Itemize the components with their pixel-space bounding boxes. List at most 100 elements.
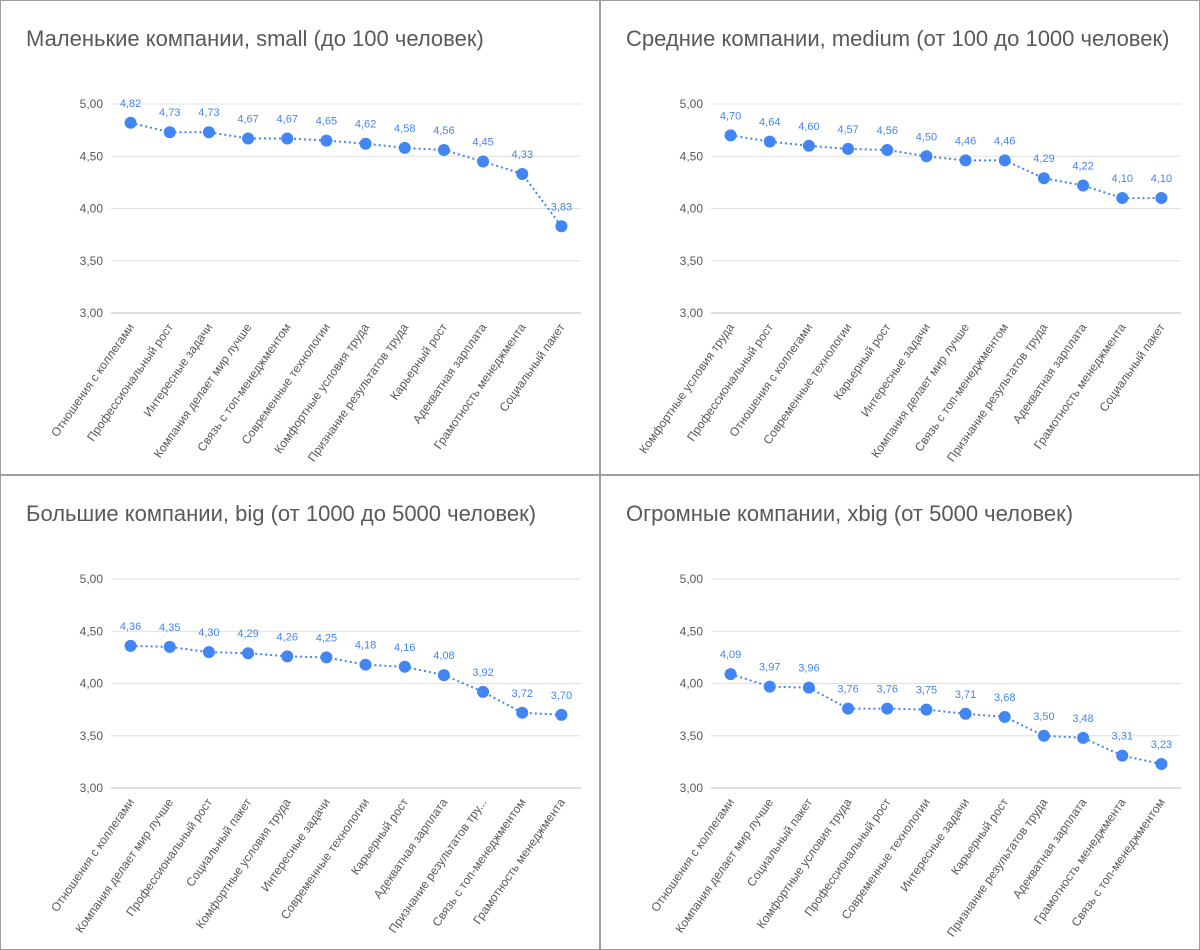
data-point xyxy=(359,658,372,671)
data-point xyxy=(516,706,529,719)
category-label: Интересные задачи xyxy=(897,796,972,894)
data-point xyxy=(281,132,294,145)
y-tick-label: 4,00 xyxy=(80,677,104,691)
data-point xyxy=(1155,757,1168,770)
data-label: 4,36 xyxy=(120,621,141,633)
chart-panel-big: Большие компании, big (от 1000 до 5000 ч… xyxy=(0,475,600,950)
data-point xyxy=(959,154,972,167)
y-tick-label: 5,00 xyxy=(680,572,704,586)
data-point xyxy=(163,640,176,653)
data-point xyxy=(763,680,776,693)
data-point xyxy=(724,129,737,142)
data-label: 4,58 xyxy=(394,123,415,135)
series-line xyxy=(730,673,1162,765)
data-label: 4,18 xyxy=(355,640,376,652)
data-point xyxy=(242,647,255,660)
data-point xyxy=(477,685,490,698)
category-label: Адекватная зарплата xyxy=(410,320,490,426)
y-tick-label: 4,50 xyxy=(680,149,704,163)
chart-title: Огромные компании, xbig (от 5000 человек… xyxy=(626,501,1073,526)
y-tick-label: 3,50 xyxy=(680,729,704,743)
category-label: Адекватная зарплата xyxy=(371,795,451,901)
data-label: 4,33 xyxy=(512,149,533,161)
y-tick-label: 3,00 xyxy=(80,781,104,795)
y-tick-label: 4,50 xyxy=(80,149,104,163)
data-label: 3,31 xyxy=(1112,731,1133,743)
data-point xyxy=(998,710,1011,723)
data-label: 4,67 xyxy=(237,113,258,125)
data-point xyxy=(398,141,411,154)
data-point xyxy=(242,132,255,145)
data-point xyxy=(1037,172,1050,185)
data-point xyxy=(202,126,215,139)
data-point xyxy=(1116,192,1129,205)
y-tick-label: 3,00 xyxy=(680,306,704,320)
data-label: 3,48 xyxy=(1072,713,1093,725)
chart-svg: Огромные компании, xbig (от 5000 человек… xyxy=(626,501,1181,939)
chart-svg: Большие компании, big (от 1000 до 5000 ч… xyxy=(26,501,581,936)
data-point xyxy=(320,134,333,147)
category-label: Интересные задачи xyxy=(141,321,216,419)
data-label: 4,73 xyxy=(159,107,180,119)
data-point xyxy=(998,154,1011,167)
data-label: 4,08 xyxy=(433,650,454,662)
data-point xyxy=(398,660,411,673)
data-point xyxy=(437,143,450,156)
data-point xyxy=(763,135,776,148)
data-label: 4,10 xyxy=(1112,173,1133,185)
data-point xyxy=(124,116,137,129)
data-label: 4,56 xyxy=(433,125,454,137)
data-label: 4,46 xyxy=(994,135,1015,147)
data-label: 4,64 xyxy=(759,117,780,129)
y-tick-label: 5,00 xyxy=(80,572,104,586)
y-tick-label: 3,50 xyxy=(80,254,104,268)
y-tick-label: 4,00 xyxy=(80,202,104,216)
data-label: 4,26 xyxy=(277,631,298,643)
data-point xyxy=(842,702,855,715)
data-point xyxy=(724,668,737,681)
data-label: 3,68 xyxy=(994,692,1015,704)
data-label: 4,35 xyxy=(159,622,180,634)
data-point xyxy=(124,639,137,652)
data-point xyxy=(802,681,815,694)
data-label: 3,92 xyxy=(472,667,493,679)
data-label: 4,57 xyxy=(837,124,858,136)
data-point xyxy=(920,150,933,163)
data-label: 3,70 xyxy=(551,690,572,702)
data-point xyxy=(881,143,894,156)
data-point xyxy=(555,220,568,233)
data-label: 3,76 xyxy=(837,684,858,696)
chart-title: Большие компании, big (от 1000 до 5000 ч… xyxy=(26,501,536,526)
data-label: 4,16 xyxy=(394,642,415,654)
series-line xyxy=(130,644,562,716)
y-tick-label: 5,00 xyxy=(680,97,704,111)
data-point xyxy=(477,155,490,168)
category-label: Адекватная зарплата xyxy=(1010,320,1090,426)
data-label: 4,46 xyxy=(955,135,976,147)
data-point xyxy=(516,168,529,181)
series-line xyxy=(130,121,563,227)
data-label: 4,50 xyxy=(916,131,937,143)
y-tick-label: 4,00 xyxy=(680,677,704,691)
data-label: 3,72 xyxy=(512,688,533,700)
data-label: 3,97 xyxy=(759,662,780,674)
chart-panel-small: Маленькие компании, small (до 100 челове… xyxy=(0,0,600,475)
data-point xyxy=(163,126,176,139)
data-label: 4,22 xyxy=(1072,161,1093,173)
y-tick-label: 5,00 xyxy=(80,97,104,111)
y-tick-label: 4,50 xyxy=(80,624,104,638)
data-label: 4,67 xyxy=(277,113,298,125)
data-point xyxy=(842,142,855,155)
data-point xyxy=(1037,729,1050,742)
data-point xyxy=(1116,749,1129,762)
data-point xyxy=(881,702,894,715)
data-label: 4,82 xyxy=(120,98,141,110)
data-label: 4,29 xyxy=(1033,153,1054,165)
y-tick-label: 3,00 xyxy=(680,781,704,795)
y-tick-label: 4,50 xyxy=(680,624,704,638)
data-point xyxy=(920,703,933,716)
data-point xyxy=(359,137,372,150)
series-line xyxy=(730,134,1162,200)
category-label: Адекватная зарплата xyxy=(1010,795,1090,901)
